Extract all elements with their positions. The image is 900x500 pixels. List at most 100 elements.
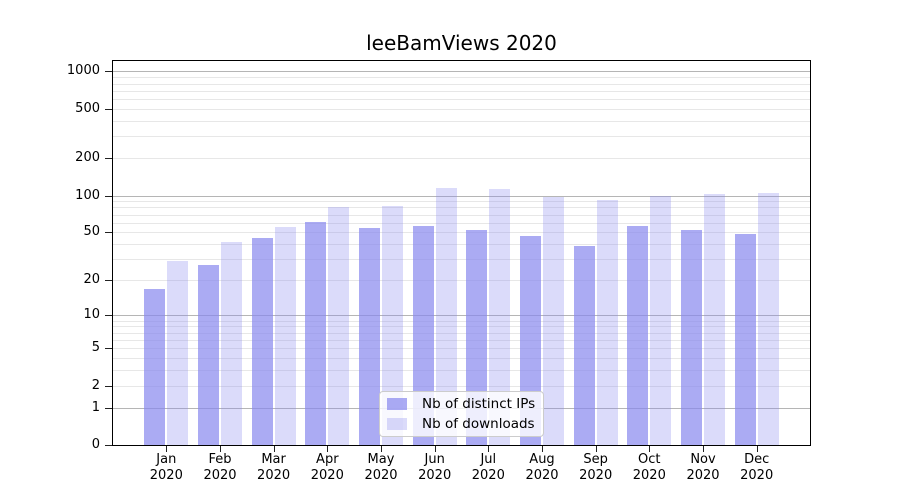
minor-gridline <box>113 222 810 224</box>
x-tick-label: Feb 2020 <box>188 452 252 484</box>
minor-gridline <box>113 77 810 79</box>
x-tick-label-line: Mar <box>261 452 286 467</box>
minor-gridline <box>113 201 810 203</box>
plot-area: Nb of distinct IPs Nb of downloads 1000 5 0… <box>67 60 811 483</box>
y-tick-label: 100 <box>75 187 100 203</box>
x-tick-label: Apr 2020 <box>295 452 359 484</box>
downloads-bar <box>489 188 511 445</box>
x-tick-label: Dec 2020 <box>725 452 789 484</box>
x-tick-label-line: Jun <box>424 452 445 467</box>
x-tick-label: Nov 2020 <box>671 452 735 484</box>
x-tick-mark <box>327 446 329 452</box>
minor-gridline <box>113 108 810 110</box>
x-tick-label-line: 2020 <box>310 468 344 483</box>
x-tick-label-line: Aug <box>529 452 555 467</box>
x-tick-mark <box>542 446 543 452</box>
x-tick-label-line: 2020 <box>149 468 183 483</box>
x-tick-label: Jun 2020 <box>403 452 467 484</box>
x-tick-mark <box>649 446 651 452</box>
x-tick-label-line: 2020 <box>471 468 505 483</box>
legend-label: Nb of downloads <box>422 416 535 432</box>
x-tick-label-line: Nov <box>690 452 716 467</box>
x-tick-label: Oct 2020 <box>617 452 681 484</box>
x-tick-label-line: Sep <box>583 452 608 467</box>
minor-gridline <box>113 358 810 359</box>
distinct-ips-bar <box>412 226 434 445</box>
major-gridline <box>113 195 810 197</box>
minor-gridline <box>113 320 810 322</box>
downloads-bar <box>435 188 457 445</box>
downloads-bar <box>274 227 296 445</box>
minor-gridline <box>113 99 810 100</box>
y-tick-label: 20 <box>83 272 100 288</box>
x-tick-label-line: Apr <box>316 452 339 467</box>
x-tick-label-line: May <box>367 452 395 467</box>
minor-gridline <box>113 244 810 246</box>
chart-title: leeBamViews 2020 <box>366 31 557 55</box>
y-tick-mark <box>105 280 112 282</box>
major-gridline <box>113 71 810 73</box>
x-tick-label-line: 2020 <box>632 468 666 483</box>
minor-gridline <box>113 232 810 234</box>
x-tick-mark <box>595 446 597 452</box>
y-tick-mark <box>105 385 112 387</box>
y-tick-label: 10 <box>83 307 100 323</box>
x-tick-label: Sep 2020 <box>564 452 628 484</box>
y-tick-label: 2 <box>91 377 100 393</box>
minor-gridline <box>113 136 810 138</box>
distinct-ips-bar <box>198 264 219 445</box>
x-tick-mark <box>273 446 275 452</box>
minor-gridline <box>113 120 810 122</box>
x-tick-label-line: 2020 <box>740 468 774 483</box>
distinct-ips-bar <box>359 228 380 445</box>
y-tick-label: 200 <box>75 150 100 166</box>
distinct-ips-bar <box>305 221 327 445</box>
distinct-ips-legend-swatch <box>387 398 407 410</box>
downloads-bar <box>221 241 242 445</box>
legend: Nb of distinct IPs Nb of downloads <box>379 391 545 437</box>
y-tick-mark <box>105 158 112 160</box>
minor-gridline <box>113 385 810 387</box>
minor-gridline <box>113 280 810 282</box>
x-tick-label-line: 2020 <box>418 468 452 483</box>
downloads-bar <box>650 196 672 445</box>
x-tick-mark <box>488 446 490 452</box>
minor-gridline <box>113 90 810 92</box>
downloads-bar <box>382 206 403 445</box>
y-tick-label: 0 <box>91 437 100 452</box>
x-tick-mark <box>756 446 758 452</box>
minor-gridline <box>113 214 810 216</box>
minor-gridline <box>113 348 810 350</box>
minor-gridline <box>113 332 810 334</box>
major-gridline <box>113 315 810 317</box>
minor-gridline <box>113 339 810 341</box>
x-tick-label-line: 2020 <box>257 468 291 483</box>
x-tick-label-line: 2020 <box>579 468 613 483</box>
x-tick-label-line: Jan <box>156 452 177 467</box>
distinct-ips-bar <box>251 238 273 445</box>
x-tick-label: May 2020 <box>349 452 413 484</box>
x-tick-label-line: 2020 <box>203 468 237 483</box>
minor-gridline <box>113 83 810 85</box>
downloads-bar <box>704 194 725 445</box>
minor-gridline <box>113 207 810 209</box>
minor-gridline <box>113 326 810 328</box>
distinct-ips-bar <box>144 288 166 445</box>
x-tick-mark <box>166 446 168 452</box>
distinct-ips-bar <box>734 233 756 445</box>
y-tick-label: 1000 <box>66 63 100 79</box>
x-tick-label: Jul 2020 <box>456 452 520 484</box>
x-tick-label-line: Jul <box>480 452 497 467</box>
x-tick-label-line: 2020 <box>686 468 720 483</box>
x-tick-mark <box>434 446 436 452</box>
distinct-ips-bar <box>627 226 649 445</box>
x-tick-mark <box>381 446 382 452</box>
y-tick-label: 5 <box>91 340 100 356</box>
legend-row: Nb of distinct IPs <box>387 396 535 412</box>
legend-label: Nb of distinct IPs <box>422 396 536 412</box>
legend-row: Nb of downloads <box>387 416 535 432</box>
x-tick-label-line: Dec <box>744 452 770 467</box>
y-tick-mark <box>105 407 112 409</box>
downloads-bar <box>596 199 618 445</box>
downloads-bar <box>543 197 564 445</box>
